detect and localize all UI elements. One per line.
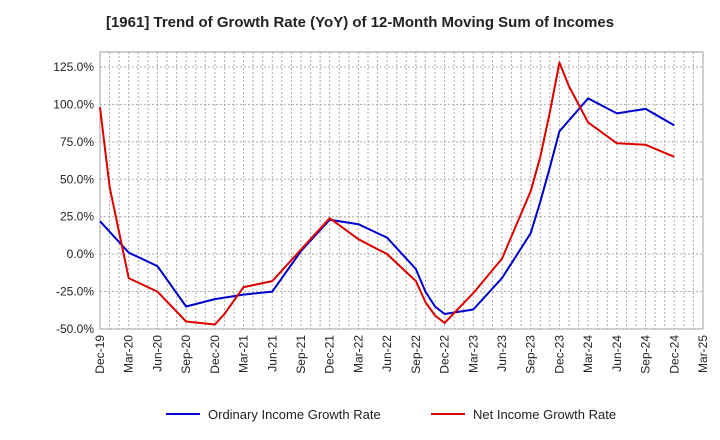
series-lines bbox=[99, 61, 675, 326]
x-axis-ticks: Dec-19 Mar-20 Jun-20 Sep-20 Dec-20 Mar-21 Jun-… bbox=[93, 335, 710, 374]
x-tick-label: Sep-20 bbox=[179, 335, 193, 374]
chart-title: [1961] Trend of Growth Rate (YoY) of 12-… bbox=[105, 14, 615, 31]
x-tick-label: Jun-23 bbox=[495, 335, 509, 372]
x-tick-label: Dec-24 bbox=[667, 335, 681, 374]
x-tick-label: Dec-21 bbox=[323, 335, 337, 374]
x-tick-label: Dec-22 bbox=[438, 335, 452, 374]
x-tick-label: Jun-21 bbox=[265, 335, 279, 372]
x-tick-label: Dec-19 bbox=[93, 335, 107, 374]
x-tick-label: Dec-20 bbox=[208, 335, 222, 374]
y-tick-label: 100.0% bbox=[53, 97, 94, 111]
x-tick-label: Mar-21 bbox=[237, 335, 251, 373]
y-tick-label: 50.0% bbox=[60, 172, 94, 186]
x-tick-label: Sep-23 bbox=[524, 335, 538, 374]
legend-label: Ordinary Income Growth Rate bbox=[208, 407, 381, 422]
x-tick-label: Sep-24 bbox=[639, 335, 653, 374]
ordinary-income-line bbox=[99, 97, 675, 315]
y-tick-label: -50.0% bbox=[56, 322, 94, 336]
legend: Ordinary Income Growth Rate Net Income Gr… bbox=[166, 407, 616, 422]
x-tick-label: Mar-22 bbox=[351, 335, 365, 373]
y-tick-label: 25.0% bbox=[60, 210, 94, 224]
x-tick-label: Sep-22 bbox=[409, 335, 423, 374]
x-tick-label: Sep-21 bbox=[294, 335, 308, 374]
y-tick-label: 0.0% bbox=[67, 247, 95, 261]
x-tick-label: Jun-20 bbox=[150, 335, 164, 372]
y-axis-ticks: 125.0% 100.0% 75.0% 50.0% 25.0% 0.0% -25.0% -50… bbox=[53, 60, 94, 336]
y-tick-label: 125.0% bbox=[53, 60, 94, 74]
plot-area bbox=[99, 51, 704, 330]
x-tick-label: Mar-25 bbox=[696, 335, 710, 373]
y-tick-label: 75.0% bbox=[60, 135, 94, 149]
x-tick-label: Mar-20 bbox=[122, 335, 136, 373]
net-income-line bbox=[99, 61, 675, 326]
x-tick-label: Jun-24 bbox=[610, 335, 624, 372]
legend-label: Net Income Growth Rate bbox=[473, 407, 616, 422]
y-tick-label: -25.0% bbox=[56, 285, 94, 299]
x-tick-label: Mar-23 bbox=[466, 335, 480, 373]
x-tick-label: Jun-22 bbox=[380, 335, 394, 372]
x-tick-label: Mar-24 bbox=[581, 335, 595, 373]
x-tick-label: Dec-23 bbox=[552, 335, 566, 374]
